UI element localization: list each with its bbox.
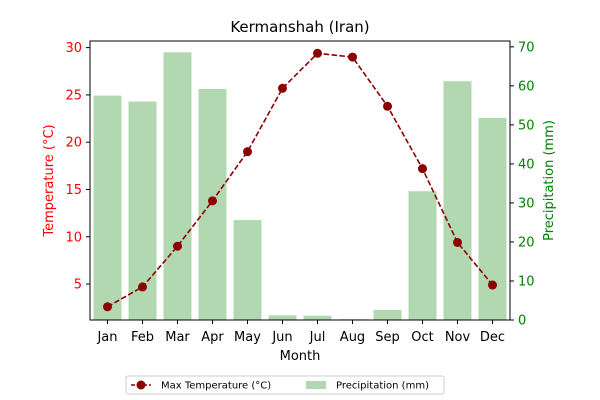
temperature-line-path <box>107 52 494 308</box>
precip-bar-nov <box>443 81 472 320</box>
plot-frame <box>89 40 511 321</box>
precipitation-bars <box>93 52 507 321</box>
precip-bar-may <box>233 220 262 320</box>
temp-point-mar <box>173 241 182 251</box>
left-tick-label: 20 <box>65 136 82 151</box>
left-y-axis-label: Temperature (°C) <box>42 124 57 237</box>
temp-point-nov <box>453 237 462 247</box>
x-tick-label: Dec <box>480 330 505 345</box>
right-y-axis-label: Precipitation (mm) <box>542 120 557 241</box>
left-y-axis: 5 10 15 20 25 30 <box>65 41 90 293</box>
temp-point-feb <box>138 282 147 292</box>
precip-bar-sep <box>373 309 402 320</box>
temp-point-dec <box>488 280 497 290</box>
temp-point-sep <box>383 101 392 111</box>
x-tick-label: Oct <box>411 330 433 345</box>
left-tick-label: 15 <box>65 183 82 198</box>
left-tick-label: 30 <box>65 41 82 56</box>
temp-point-apr <box>208 196 217 206</box>
right-tick-label: 40 <box>518 157 535 172</box>
left-tick-label: 25 <box>65 88 82 103</box>
x-tick-label: Jul <box>309 330 326 345</box>
x-tick-label: Feb <box>131 330 154 345</box>
precip-bar-jun <box>268 315 297 320</box>
precip-bar-oct <box>408 191 437 320</box>
x-tick-label: Jan <box>96 330 117 345</box>
right-tick-label: 0 <box>518 314 526 329</box>
temp-point-oct <box>418 164 427 174</box>
precip-bar-mar <box>163 52 192 321</box>
right-tick-label: 30 <box>518 196 535 211</box>
x-tick-label: Apr <box>201 330 224 345</box>
legend: Max Temperature (°C) Precipitation (mm) <box>125 375 445 395</box>
right-tick-label: 50 <box>518 118 535 133</box>
legend-marker-swatch <box>136 380 146 390</box>
precip-bar-jan <box>93 95 122 321</box>
temperature-line <box>103 48 497 312</box>
temp-point-jul <box>313 48 322 58</box>
x-tick-label: Aug <box>340 330 365 345</box>
x-tick-label: Mar <box>165 330 190 345</box>
legend-label-temperature: Max Temperature (°C) <box>161 381 271 392</box>
right-y-axis: 0 10 20 30 40 50 60 70 <box>510 40 535 329</box>
x-axis: Jan Feb Mar Apr May Jun Jul Aug Sep Oct Nov Dec <box>96 320 505 345</box>
legend-box <box>125 375 445 395</box>
legend-bar-swatch <box>306 381 326 389</box>
x-tick-label: Sep <box>375 330 400 345</box>
precip-bar-dec <box>478 117 507 320</box>
temp-point-jun <box>278 83 287 93</box>
right-tick-label: 70 <box>518 40 535 55</box>
temp-point-aug <box>348 52 357 62</box>
x-tick-label: Jun <box>271 330 292 345</box>
right-tick-label: 20 <box>518 235 535 250</box>
left-tick-label: 5 <box>74 278 82 293</box>
x-tick-label: May <box>234 330 261 345</box>
temp-point-jan <box>103 302 112 312</box>
x-tick-label: Nov <box>445 330 471 345</box>
chart-title: Kermanshah (Iran) <box>230 18 369 36</box>
precip-bar-jul <box>303 315 332 320</box>
x-axis-label: Month <box>280 349 321 364</box>
right-tick-label: 10 <box>518 274 535 289</box>
left-tick-label: 10 <box>65 230 82 245</box>
temp-point-may <box>243 147 252 157</box>
right-tick-label: 60 <box>518 79 535 94</box>
legend-label-precipitation: Precipitation (mm) <box>336 381 429 392</box>
